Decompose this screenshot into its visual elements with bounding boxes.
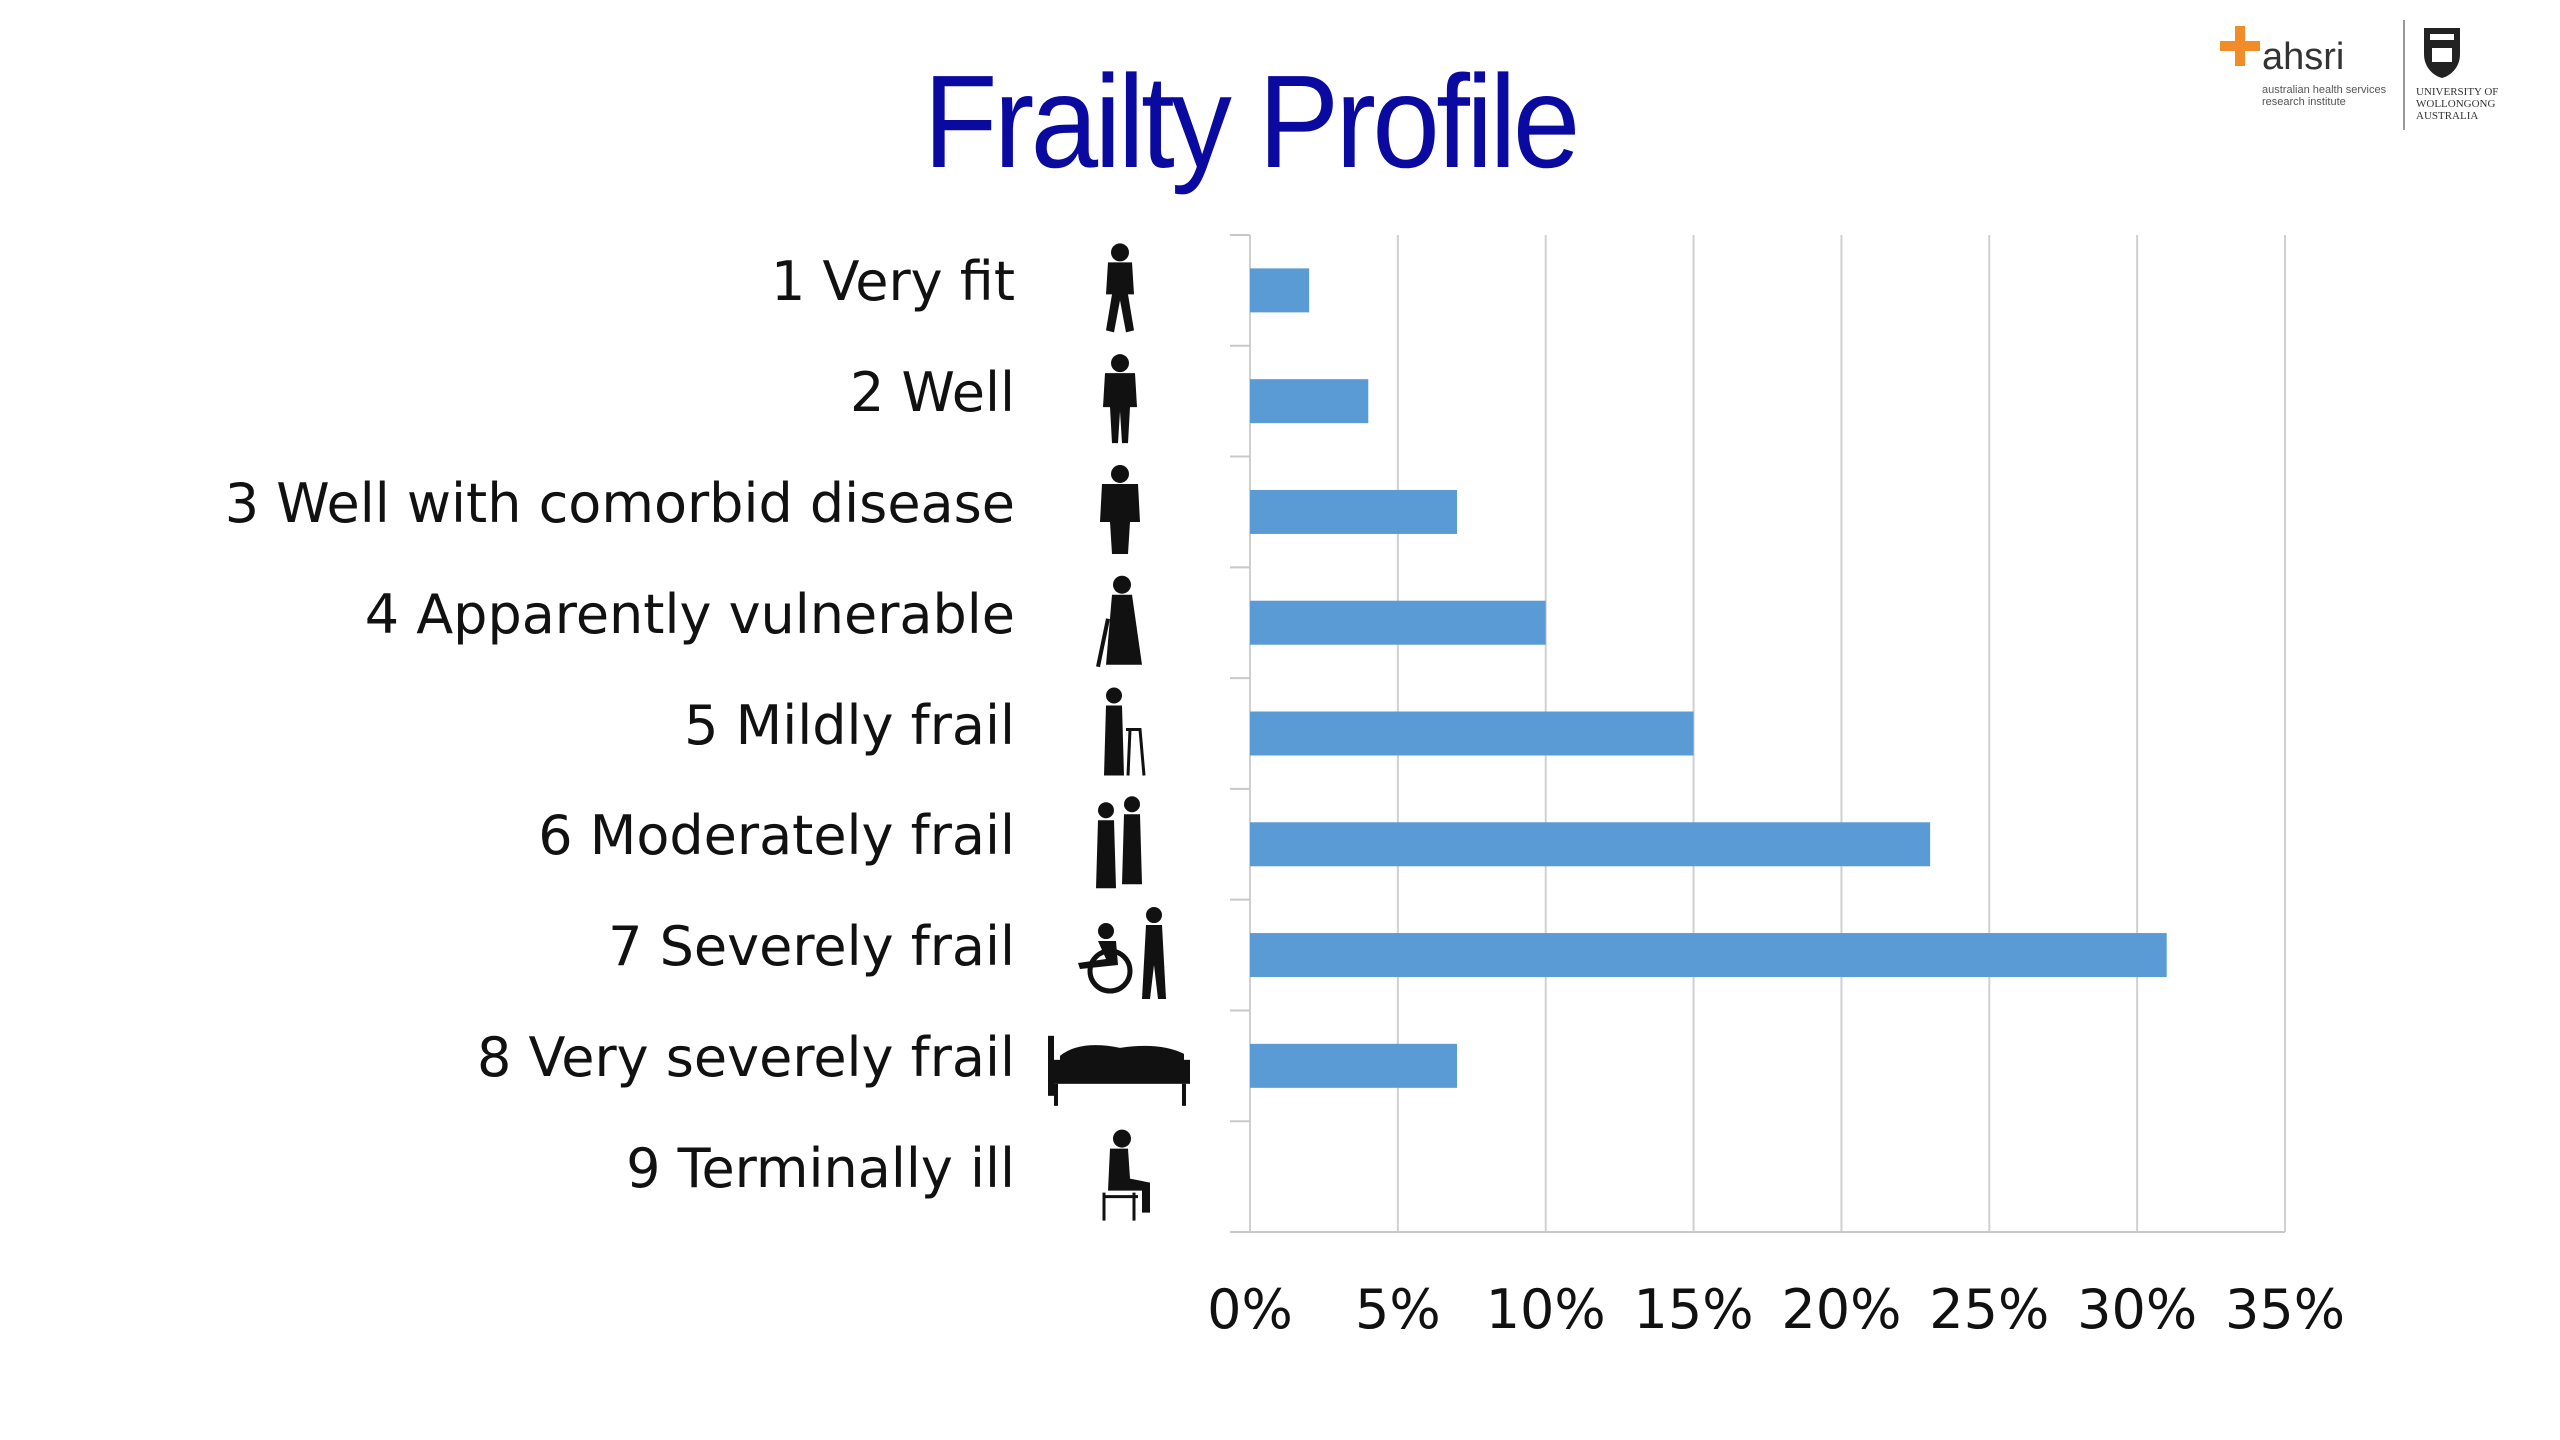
x-tick-label: 5% (1355, 1278, 1441, 1341)
bar-1 (1250, 268, 1310, 313)
bar-5 (1250, 711, 1694, 756)
ahsri-cross-icon (2220, 26, 2260, 66)
university-name: UNIVERSITY OF WOLLONGONG AUSTRALIA (2416, 86, 2499, 122)
category-label: 7 Severely frail (608, 915, 1015, 979)
x-tick-label: 0% (1207, 1278, 1293, 1341)
category-label: 4 Apparently vulnerable (364, 582, 1015, 646)
category-label: 8 Very severely frail (476, 1025, 1015, 1089)
category-label: 5 Mildly frail (684, 693, 1015, 757)
person-bedridden-icon (1048, 1035, 1190, 1106)
bar-7 (1250, 933, 2167, 978)
category-label: 1 Very fit (770, 250, 1015, 314)
bar-2 (1250, 379, 1369, 424)
person-seated-icon (1102, 1129, 1150, 1221)
category-label: 2 Well (850, 361, 1015, 425)
person-assisted-walker-icon (1096, 796, 1142, 889)
logo-area: ahsri australian health services researc… (2210, 18, 2550, 148)
bar-6 (1250, 822, 1931, 867)
person-with-cane-icon (1096, 575, 1142, 668)
bar-4 (1250, 600, 1546, 645)
person-walking-icon (1106, 243, 1134, 333)
x-tick-label: 10% (1485, 1278, 1606, 1341)
x-tick-label: 25% (1929, 1278, 2050, 1341)
person-standing-icon (1103, 354, 1137, 444)
person-with-walker-icon (1104, 687, 1146, 776)
person-standing-heavy-icon (1100, 464, 1140, 554)
page-title: Frailty Profile (923, 48, 1580, 195)
x-tick-label: 35% (2224, 1278, 2346, 1341)
x-tick-label: 15% (1633, 1278, 1754, 1341)
ahsri-logo-text: ahsri (2262, 36, 2345, 78)
person-in-wheelchair-icon (1078, 907, 1166, 1000)
category-label: 3 Well with comorbid disease (224, 471, 1015, 535)
category-label: 6 Moderately frail (538, 804, 1015, 868)
x-tick-label: 30% (2077, 1278, 2198, 1341)
x-tick-label: 20% (1781, 1278, 1902, 1341)
ahsri-tagline: australian health services research inst… (2262, 84, 2387, 108)
category-label: 9 Terminally ill (626, 1136, 1015, 1200)
university-crest-icon (2424, 28, 2460, 78)
logo-divider (2403, 20, 2405, 130)
bar-3 (1250, 489, 1457, 534)
bar-8 (1250, 1043, 1457, 1088)
